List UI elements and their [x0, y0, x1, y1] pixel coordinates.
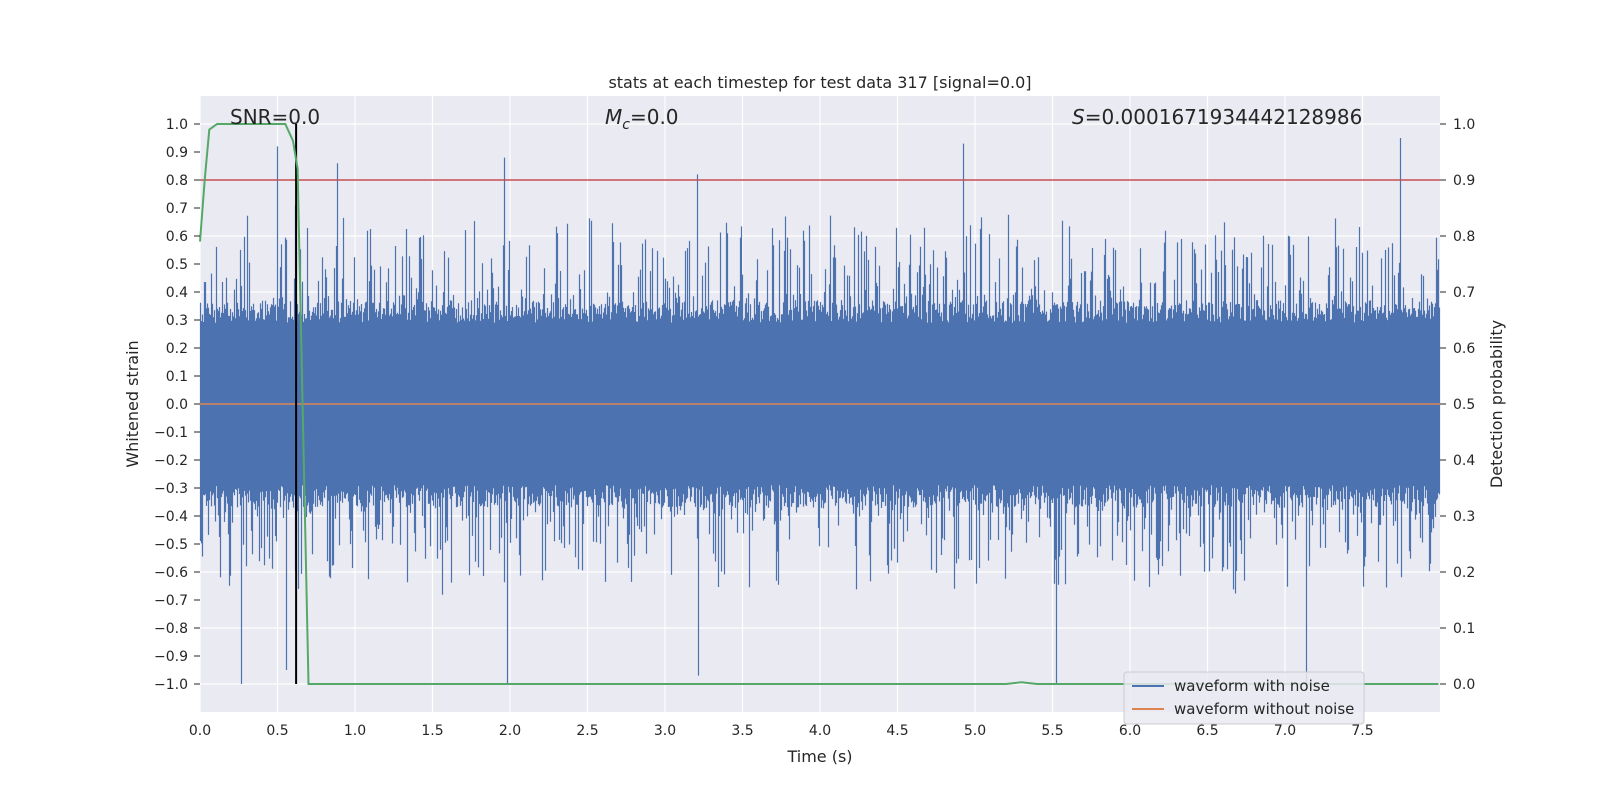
y-tick-label: 0.0 — [166, 397, 188, 413]
y2-tick-label: 0.3 — [1453, 509, 1475, 525]
y-tick-label: −0.7 — [154, 593, 188, 609]
mc-value: =0.0 — [630, 105, 679, 129]
y-tick-label: 0.3 — [166, 313, 188, 329]
y-tick-label: 0.8 — [166, 173, 188, 189]
chart-title: stats at each timestep for test data 317… — [608, 73, 1031, 92]
legend-label-with-noise: waveform with noise — [1174, 677, 1330, 695]
y2-tick-label: 0.9 — [1453, 173, 1475, 189]
x-tick-label: 1.5 — [421, 723, 443, 739]
y-tick-label: 0.1 — [166, 369, 188, 385]
y2-tick-label: 0.1 — [1453, 621, 1475, 637]
legend-label-without-noise: waveform without noise — [1174, 700, 1354, 718]
x-tick-label: 3.5 — [731, 723, 753, 739]
y2-tick-label: 0.0 — [1453, 677, 1475, 693]
y-tick-label: −0.4 — [154, 509, 188, 525]
x-axis-label: Time (s) — [786, 747, 852, 766]
series-line-detection-probability — [199, 123, 1439, 685]
y2-tick-label: 0.4 — [1453, 453, 1475, 469]
s-value: =0.0001671934442128986 — [1085, 105, 1363, 129]
noise-series — [199, 138, 1441, 684]
y-tick-label: 0.4 — [166, 285, 188, 301]
legend: waveform with noise waveform without noi… — [1123, 671, 1365, 725]
snr-annotation: SNR=0.0 — [230, 105, 320, 129]
x-tick-label: 0.0 — [189, 723, 211, 739]
y-tick-label: 1.0 — [166, 117, 188, 133]
x-tick-label: 7.5 — [1351, 723, 1373, 739]
y-tick-label: 0.9 — [166, 145, 188, 161]
y-tick-label: −0.8 — [154, 621, 188, 637]
x-tick-label: 5.0 — [964, 723, 986, 739]
y-tick-label: 0.6 — [166, 229, 188, 245]
x-tick-label: 1.0 — [344, 723, 366, 739]
y-tick-label: −0.3 — [154, 481, 188, 497]
y-tick-label: 0.7 — [166, 201, 188, 217]
mc-subscript: c — [622, 117, 630, 133]
y-tick-label: −0.9 — [154, 649, 188, 665]
y2-tick-label: 0.6 — [1453, 341, 1475, 357]
y2-tick-label: 0.2 — [1453, 565, 1475, 581]
y-tick-label: −1.0 — [154, 677, 188, 693]
x-tick-label: 2.0 — [499, 723, 521, 739]
x-tick-label: 2.5 — [576, 723, 598, 739]
mc-symbol: M — [605, 105, 622, 129]
mc-annotation: Mc=0.0 — [605, 105, 679, 133]
y2-tick-label: 0.7 — [1453, 285, 1475, 301]
x-tick-label: 6.0 — [1119, 723, 1141, 739]
x-tick-label: 5.5 — [1041, 723, 1063, 739]
x-tick-label: 4.0 — [809, 723, 831, 739]
y-tick-label: −0.5 — [154, 537, 188, 553]
y-tick-label: 0.5 — [166, 257, 188, 273]
x-tick-label: 6.5 — [1196, 723, 1218, 739]
y2-tick-label: 1.0 — [1453, 117, 1475, 133]
y-tick-label: −0.1 — [154, 425, 188, 441]
x-tick-label: 0.5 — [266, 723, 288, 739]
y-tick-label: 0.2 — [166, 341, 188, 357]
s-annotation: S=0.0001671934442128986 — [1072, 105, 1362, 129]
x-tick-label: 4.5 — [886, 723, 908, 739]
axis-ticks: 0.0 0.5 1.0 1.5 2.0 2.5 3.0 3.5 4.0 4.5 5.0 5.5 6.0 6… — [154, 117, 1475, 739]
legend-box — [1123, 671, 1365, 725]
x-tick-label: 3.0 — [654, 723, 676, 739]
y-tick-label: −0.2 — [154, 453, 188, 469]
y2-axis-label: Detection probability — [1487, 320, 1506, 488]
x-tick-label: 7.0 — [1274, 723, 1296, 739]
series-noise-path — [199, 138, 1441, 684]
y2-tick-label: 0.5 — [1453, 397, 1475, 413]
s-symbol: S — [1072, 105, 1085, 129]
y2-tick-label: 0.8 — [1453, 229, 1475, 245]
y-tick-label: −0.6 — [154, 565, 188, 581]
y-axis-label: Whitened strain — [123, 340, 142, 467]
